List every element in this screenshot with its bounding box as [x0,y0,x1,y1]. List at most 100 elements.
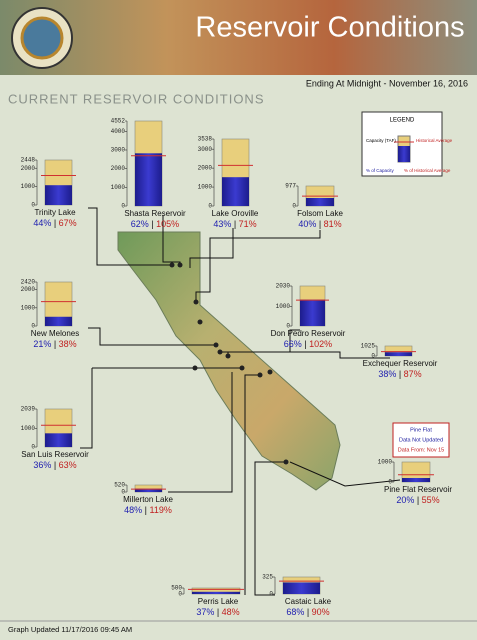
capacity-label: 977 [285,183,296,190]
tick-label: 1000 [21,425,36,432]
capacity-label: 2420 [21,279,36,286]
separator: | [214,607,221,617]
legend: LEGEND Capacity (TAF) Historical Average… [361,111,453,177]
reservoir-name: Folsom Lake [297,209,343,218]
reservoir-percentages: 40% | 81% [298,219,341,229]
storage-level [222,177,249,206]
legend-pct-average: % of Historical Average [404,168,451,173]
tick-label: 0 [31,444,35,451]
pine-flat-note: Pine Flat Data Not Updated Data From: No… [392,422,450,458]
tick-label: 0 [286,323,290,330]
note-line: Pine Flat [410,427,432,433]
tick-label: 1000 [198,184,213,191]
section-title: CURRENT RESERVOIR CONDITIONS [8,91,265,106]
reservoir-name: Castaic Lake [285,597,332,606]
note-box [392,422,450,458]
reservoir-name: San Luis Reservoir [21,450,89,459]
legend-level-swatch [398,146,410,162]
reservoir-name: Exchequer Reservoir [363,359,438,368]
reservoir-name: Don Pedro Reservoir [271,329,346,338]
pct-capacity: 43% [213,219,231,229]
pct-average: 81% [324,219,342,229]
capacity-label: 4552 [111,118,126,125]
note-line: Data Not Updated [399,437,443,443]
storage-level [402,478,430,482]
legend-pct-capacity: % of Capacity [366,168,395,173]
pct-capacity: 21% [33,339,51,349]
pct-capacity: 36% [33,460,51,470]
separator: | [51,339,58,349]
tick-label: 0 [121,489,125,496]
reservoir-percentages: 20% | 55% [396,495,439,505]
capacity-label: 1000 [378,459,393,466]
reservoir-name: New Melones [31,329,79,338]
storage-level [385,352,412,356]
logo-inner [20,16,64,60]
tick-label: 0 [388,479,392,486]
reservoir-percentages: 43% | 71% [213,219,256,229]
capacity-label: 1025 [361,343,376,350]
separator: | [51,218,58,228]
pct-capacity: 37% [196,607,214,617]
storage-level [192,591,240,594]
capacity-label: 2448 [21,157,36,164]
pct-capacity: 20% [396,495,414,505]
separator: | [396,369,403,379]
tick-label: 4000 [111,128,126,135]
subtitle: Ending At Midnight - November 16, 2016 [306,78,468,88]
tick-label: 0 [178,591,182,598]
capacity-label: 520 [114,482,125,489]
capacity-label: 2030 [276,283,291,290]
storage-level [300,299,325,326]
separator: | [316,219,323,229]
reservoir-name: Perris Lake [198,597,239,606]
tick-label: 2000 [111,165,126,172]
storage-level [45,185,72,205]
tick-label: 2000 [21,165,36,172]
pct-average: 87% [404,369,422,379]
capacity-label: 3538 [198,136,213,143]
storage-level [283,582,320,594]
tick-label: 0 [121,203,125,210]
tick-label: 1000 [21,183,36,190]
pct-average: 119% [150,505,172,515]
storage-level [306,198,334,206]
reservoir-name: Lake Oroville [212,209,259,218]
tick-label: 0 [208,203,212,210]
separator: | [149,219,156,229]
reservoir-percentages: 37% | 48% [196,607,239,617]
separator: | [231,219,238,229]
banner [0,0,477,75]
reservoir-dots [169,262,289,465]
capacity-label: 500 [171,585,182,592]
tick-label: 3000 [111,147,126,154]
storage-level [135,488,162,492]
pct-capacity: 62% [131,219,149,229]
reservoir-percentages: 36% | 63% [33,460,76,470]
legend-capacity: Capacity (TAF) [366,138,396,143]
pct-capacity: 68% [286,607,304,617]
reservoir-percentages: 62% | 105% [131,219,179,229]
storage-level [45,433,72,447]
reservoir-percentages: 68% | 90% [286,607,329,617]
reservoir-percentages: 48% | 119% [124,505,172,515]
separator: | [51,460,58,470]
pct-average: 102% [309,339,332,349]
pct-average: 63% [59,460,77,470]
legend-title: LEGEND [390,118,415,124]
pct-average: 71% [239,219,257,229]
reservoir-name: Trinity Lake [34,208,76,217]
note-line: Data From: Nov 15 [398,447,444,453]
capacity-label: 2039 [21,406,36,413]
capacity-label: 325 [262,574,273,581]
leader-lines [80,207,401,596]
footer: Graph Updated 11/17/2016 09:45 AM [8,625,132,634]
tick-label: 0 [292,203,296,210]
pct-average: 90% [312,607,330,617]
tick-label: 1000 [111,184,126,191]
reservoir-name: Pine Flat Reservoir [384,485,452,494]
pct-average: 105% [156,219,179,229]
pct-average: 55% [422,495,440,505]
tick-label: 0 [31,323,35,330]
